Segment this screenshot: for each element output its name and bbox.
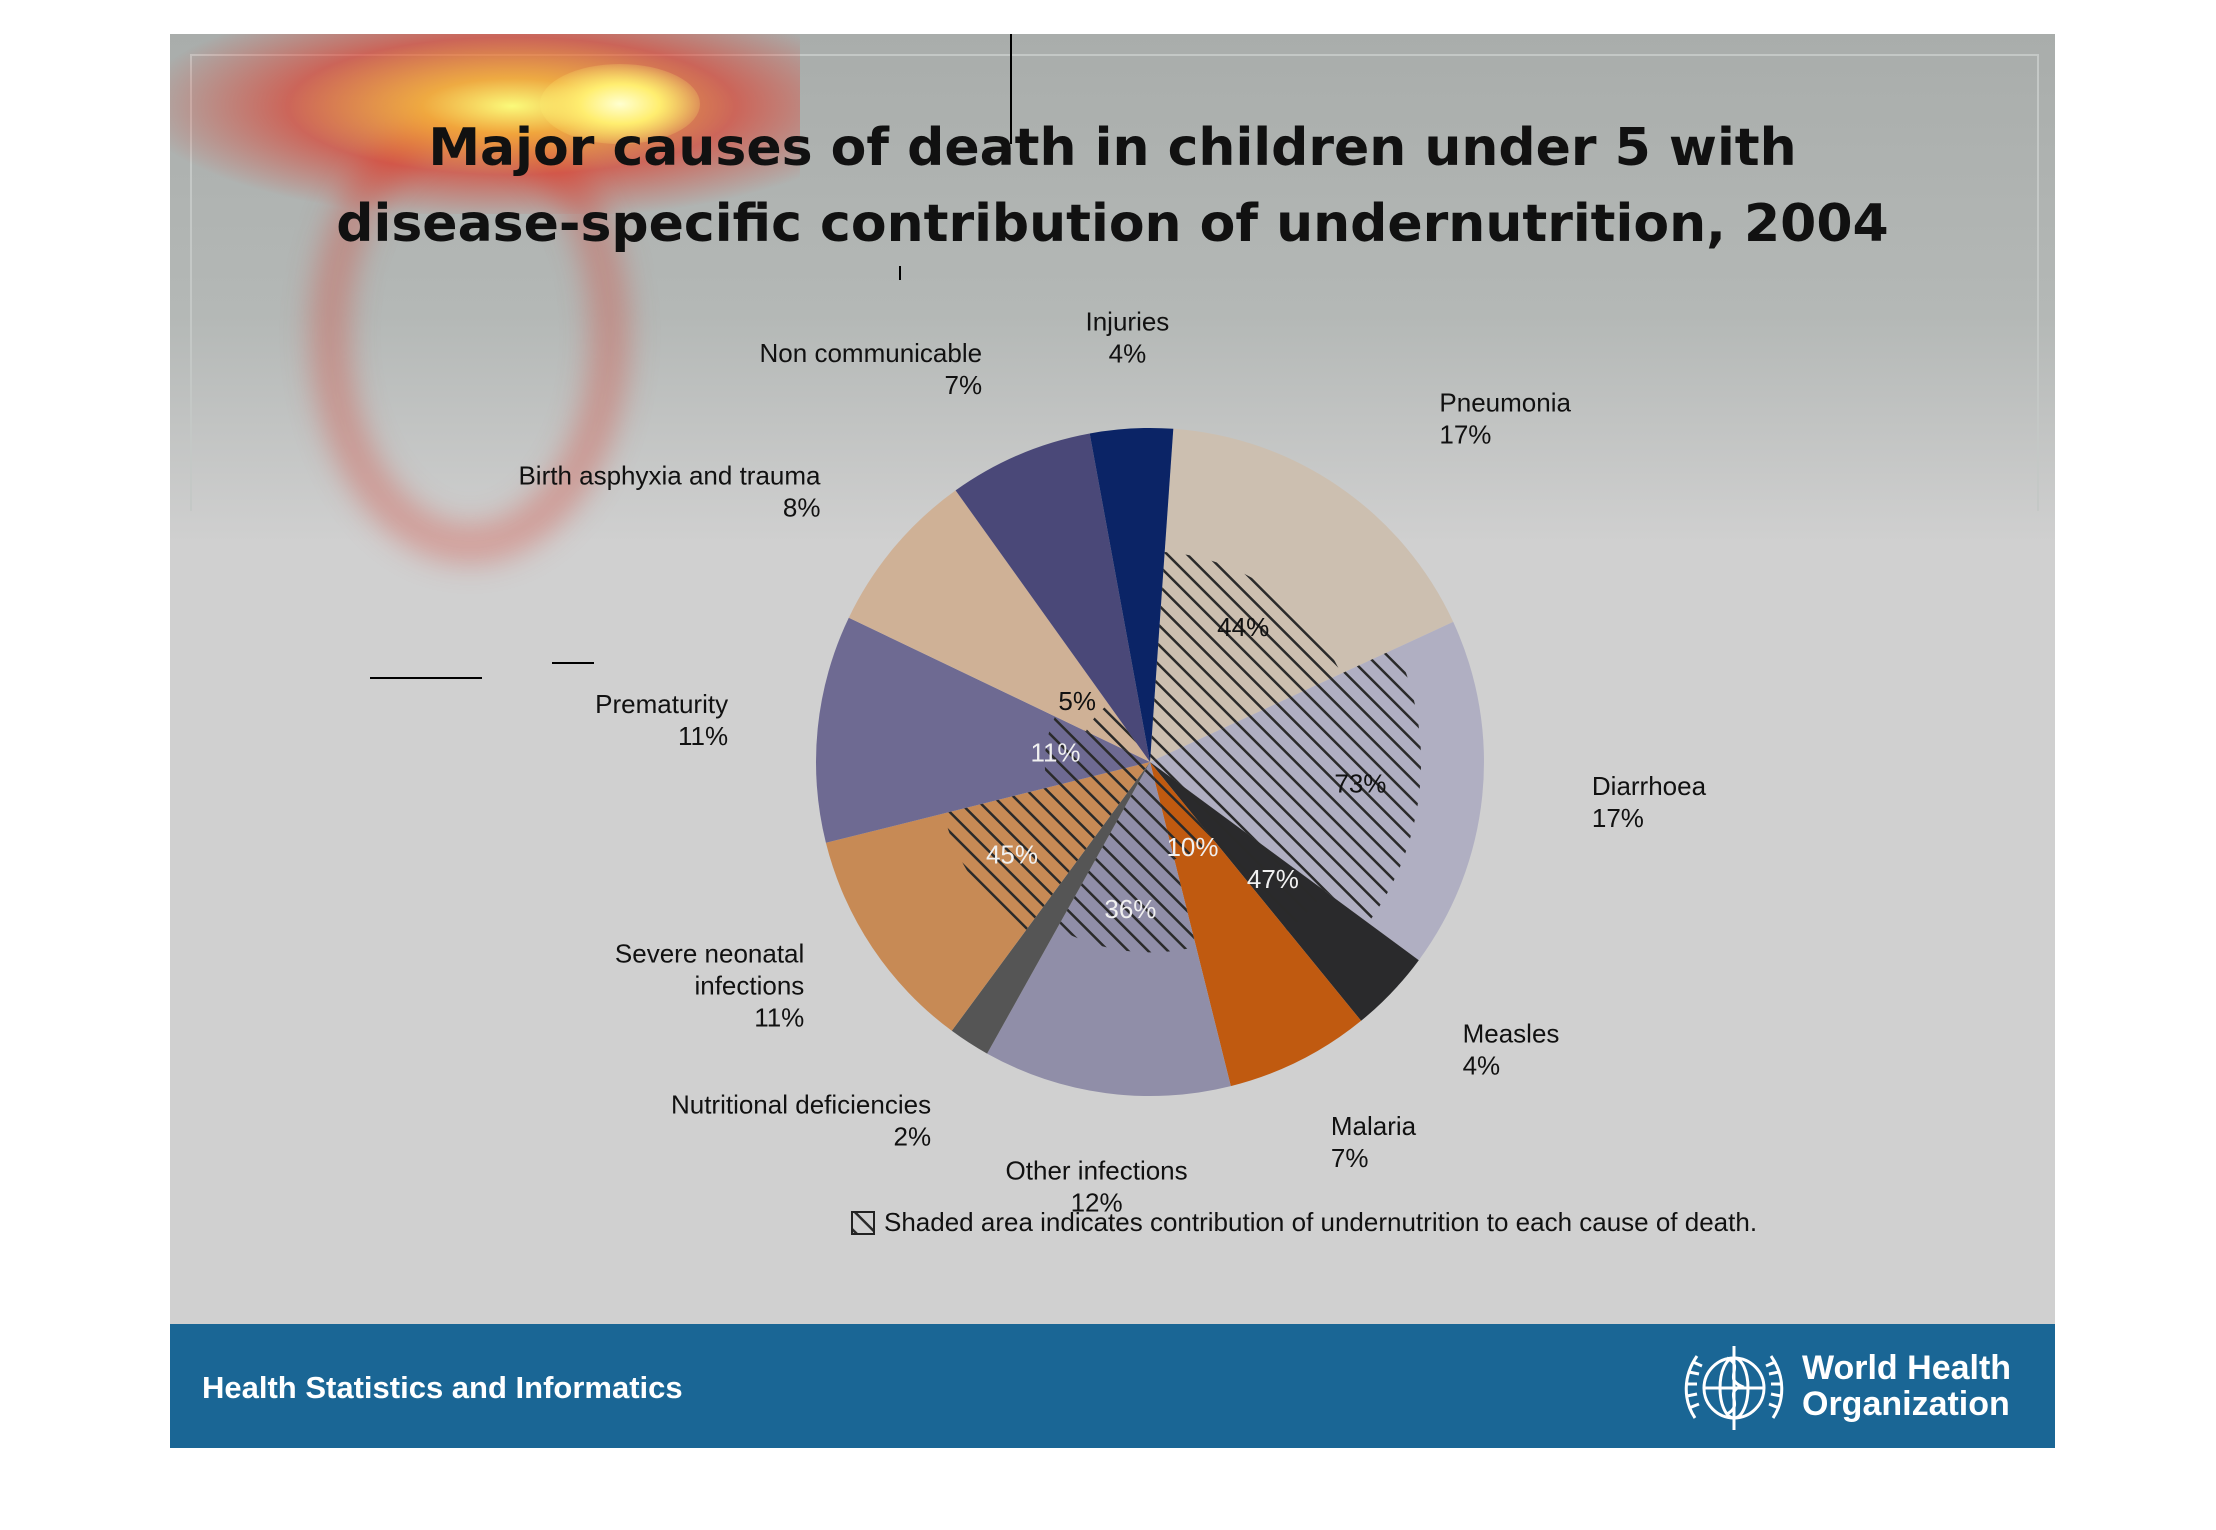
share-label-prematurity: 11% [1030,737,1080,767]
slice-non-communicable [955,433,1150,762]
label-diarrhoea: Diarrhoea 17% [1592,771,1707,833]
label-nutritional-deficiencies: Nutritional deficiencies 2% [671,1090,931,1152]
who-emblem-icon [1684,1346,1784,1430]
chart-title-line-2: disease-specific contribution of undernu… [336,194,1889,254]
hatch-measles [1150,762,1326,931]
pie-chart: 44% 73% 47% 10% 36% 45% 11% 5% Pneumonia 17% Diar… [518,307,1757,1237]
label-severe-neonatal-infections: Severe neonatal infections 11% [615,939,804,1033]
who-wordmark-line-2: Organization [1802,1385,2010,1423]
slice-prematurity [815,617,1150,843]
undernutrition-share-labels: 44% 73% 47% 10% 36% 45% 11% 5% [986,612,1386,924]
slice-injuries [1089,427,1174,762]
label-non-communicable: Non communicable 7% [760,338,983,400]
heatmap-hotspot [540,64,700,144]
label-other-infections: Other infections 12% [1006,1156,1188,1218]
heatmap-overlay [170,34,800,214]
slice-nutritional-deficiencies [951,762,1150,1054]
undernutrition-hatch-areas [943,552,1422,953]
who-wordmark-line-1: World Health [1802,1349,2012,1387]
stray-line [1010,34,1012,144]
who-wordmark: World Health Organization [1802,1350,2011,1422]
label-pneumonia: Pneumonia 17% [1439,388,1571,450]
hatch-pneumonia [1150,552,1342,762]
hatch-malaria [1150,762,1214,860]
footer-title: Health Statistics and Informatics [202,1370,683,1405]
share-label-measles: 47% [1247,864,1299,894]
share-label-pneumonia: 44% [1217,612,1269,642]
label-measles: Measles 4% [1463,1019,1560,1081]
hatch-diarrhoea [1150,648,1422,923]
slice-birth-asphyxia-and-trauma [848,490,1150,762]
slide: Major causes of death in children under … [170,34,2055,1448]
slice-labels: Pneumonia 17% Diarrhoea 17% Measles 4% Malaria… [518,307,1706,1218]
hatch-legend-text: Shaded area indicates contribution of un… [884,1207,1757,1237]
stray-line [370,677,482,679]
chart-title-line-1: Major causes of death in children under … [428,118,1797,178]
label-prematurity: Prematurity 11% [595,689,728,751]
hatch-legend-swatch [851,1211,875,1235]
hatch-severe-neonatal-infections [943,762,1150,934]
footer-bar: Health Statistics and Informatics World … [170,1324,2055,1448]
stray-line [899,266,901,280]
label-malaria: Malaria 7% [1331,1111,1417,1173]
hatch-prematurity [1044,716,1150,788]
label-birth-asphyxia-and-trauma: Birth asphyxia and trauma 8% [518,460,821,522]
label-injuries: Injuries 4% [1085,307,1169,369]
hatch-other-infections [1057,762,1197,953]
share-label-diarrhoea: 73% [1334,768,1386,798]
share-label-severe-neonatal-infections: 45% [986,839,1038,869]
banner-frame [190,54,2039,511]
stray-line [552,662,594,664]
share-label-other-infections: 36% [1104,894,1156,924]
share-label-birth-asphyxia-and-trauma: 5% [1058,686,1096,716]
hatch-legend: Shaded area indicates contribution of un… [851,1207,1757,1237]
share-label-malaria: 10% [1166,832,1218,862]
hatch-birth-asphyxia-and-trauma [1086,704,1150,762]
